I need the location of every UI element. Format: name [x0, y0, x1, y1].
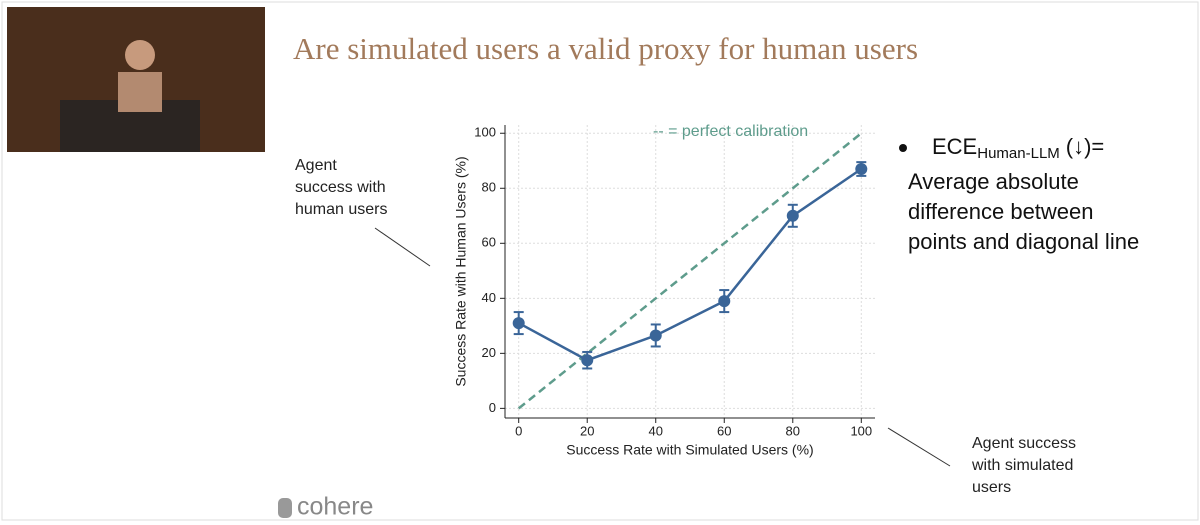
right-note: Agent success with simulated users [971, 435, 1081, 496]
bullet-text: ECEHuman-LLM (↓)= [932, 134, 1104, 162]
speaker-head [125, 40, 155, 70]
x-tick-label: 100 [850, 423, 872, 438]
x-tick-label: 0 [515, 423, 522, 438]
left-arrow [374, 227, 431, 267]
y-tick-label: 60 [482, 235, 496, 250]
y-tick-label: 0 [489, 400, 496, 415]
point [649, 329, 662, 342]
reference-line [517, 132, 863, 410]
point [718, 295, 731, 308]
x-tick-label: 40 [649, 423, 663, 438]
x-tick-label: 80 [786, 423, 800, 438]
y-tick-label: 40 [482, 290, 496, 305]
point [581, 354, 594, 367]
point [786, 209, 799, 222]
right-arrow [887, 427, 951, 467]
reference-label: -- = perfect calibration [653, 123, 808, 140]
x-axis-label: Success Rate with Simulated Users (%) [566, 442, 813, 458]
logo: cohere [297, 493, 373, 521]
point [512, 317, 525, 330]
y-tick-label: 20 [482, 345, 496, 360]
bullet-dot [899, 144, 907, 152]
x-tick-label: 20 [580, 423, 594, 438]
left-note: Agent success with human users [295, 157, 390, 218]
slide-title: Are simulated users a valid proxy for hu… [293, 31, 918, 66]
speaker-body [118, 72, 162, 112]
y-axis-label: Success Rate with Human Users (%) [453, 156, 469, 386]
point [855, 163, 868, 176]
series-line [518, 167, 863, 362]
x-tick-label: 60 [717, 423, 731, 438]
definition: Average absolute difference between poin… [908, 169, 1139, 254]
y-tick-label: 100 [474, 125, 496, 140]
y-tick-label: 80 [482, 180, 496, 195]
logo-mark [278, 498, 292, 518]
